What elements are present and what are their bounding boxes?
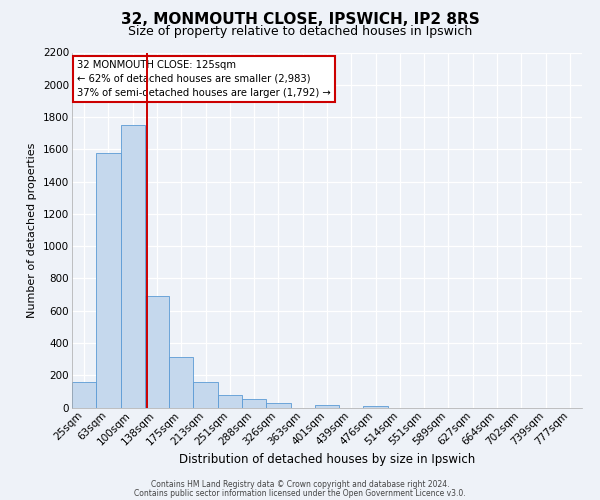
Text: 32, MONMOUTH CLOSE, IPSWICH, IP2 8RS: 32, MONMOUTH CLOSE, IPSWICH, IP2 8RS (121, 12, 479, 28)
Bar (242, 398, 266, 407)
Bar (169, 358, 193, 408)
Text: Size of property relative to detached houses in Ipswich: Size of property relative to detached ho… (128, 25, 472, 38)
Y-axis label: Number of detached properties: Number of detached properties (28, 142, 37, 318)
Bar (145, 296, 169, 408)
Text: Contains public sector information licensed under the Open Government Licence v3: Contains public sector information licen… (134, 488, 466, 498)
Bar (364, 406, 388, 407)
Bar (121, 125, 145, 408)
Bar (218, 394, 242, 407)
Text: 32 MONMOUTH CLOSE: 125sqm
← 62% of detached houses are smaller (2,983)
37% of se: 32 MONMOUTH CLOSE: 125sqm ← 62% of detac… (77, 60, 331, 98)
Bar (315, 405, 339, 407)
Bar (72, 382, 96, 407)
Text: Contains HM Land Registry data © Crown copyright and database right 2024.: Contains HM Land Registry data © Crown c… (151, 480, 449, 489)
Bar (96, 152, 121, 408)
X-axis label: Distribution of detached houses by size in Ipswich: Distribution of detached houses by size … (179, 452, 475, 466)
Bar (266, 402, 290, 407)
Bar (193, 382, 218, 407)
